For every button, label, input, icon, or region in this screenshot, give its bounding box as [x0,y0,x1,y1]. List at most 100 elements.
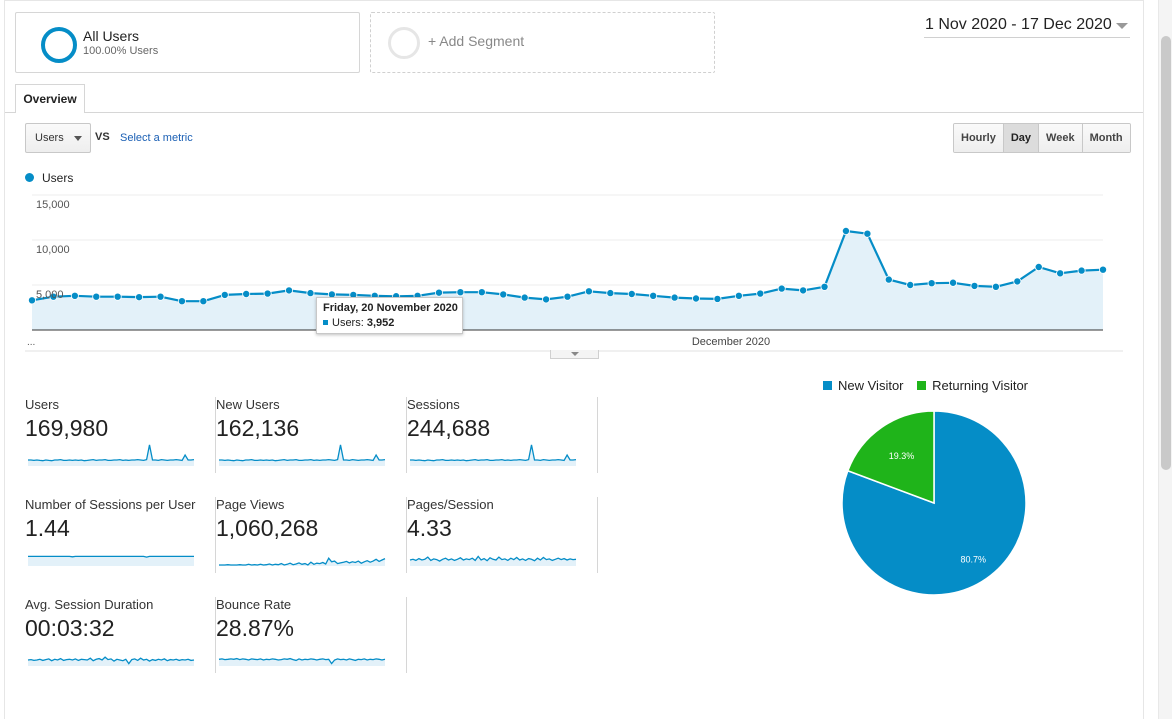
segment-all-users[interactable]: All Users 100.00% Users [15,12,360,73]
kpi-sparkline [219,444,386,466]
data-point [670,293,679,302]
kpi-sparkline [410,444,577,466]
sparkline-line [218,657,386,665]
kpi-value: 00:03:32 [25,615,115,641]
visitor-pie-chart[interactable]: 80.7% 19.3% [842,411,1028,597]
legend-label: Users [42,171,74,185]
legend-dot-icon [25,173,34,182]
data-point [177,297,186,306]
chart-collapse-toggle[interactable] [550,350,599,359]
add-segment-button[interactable]: + Add Segment [370,12,715,73]
scrollbar[interactable] [1158,0,1172,719]
data-point [734,291,743,300]
sparkline-area [219,658,385,666]
kpi-page-views[interactable]: Page Views 1,060,268 [216,497,407,573]
kpi-label: Number of Sessions per User [25,497,196,512]
sparkline-line [28,444,195,462]
sparkline-line [28,555,194,558]
kpi-pages-per-session[interactable]: Pages/Session 4.33 [407,497,598,573]
sparkline-area [219,444,385,466]
data-point [70,291,79,300]
data-point [927,279,936,288]
kpi-sparkline [219,557,386,566]
data-point [777,284,786,293]
data-point [1034,262,1043,271]
kpi-users[interactable]: Users 169,980 [25,397,216,473]
kpi-label: Users [25,397,59,412]
x-tick-label: December 2020 [692,336,770,348]
pie-legend: New Visitor Returning Visitor [823,378,1038,393]
kpi-sessions-per-user[interactable]: Number of Sessions per User 1.44 [25,497,216,573]
data-point [499,290,508,299]
series-area [32,231,1103,330]
pie-legend-item-returning[interactable]: Returning Visitor [917,378,1028,393]
data-point [1099,265,1108,274]
y-tick-label: 5,000 [36,289,64,301]
sparkline-line [27,656,195,665]
data-point [306,289,315,298]
kpi-label: New Users [216,397,280,412]
caret-down-icon [74,136,82,141]
granularity-week-button[interactable]: Week [1039,124,1083,152]
kpi-label: Avg. Session Duration [25,597,154,612]
pie-legend-item-new[interactable]: New Visitor [823,378,904,393]
date-range-picker[interactable]: 1 Nov 2020 - 17 Dec 2020 [924,14,1130,38]
users-line-chart[interactable]: 15,000 10,000 5,000... December 2020 [0,0,1130,360]
data-point [199,297,208,306]
data-point [970,281,979,290]
pie-slice-new-visitor [842,411,1027,596]
empty-segment-ring-icon [388,27,420,59]
kpi-new-users[interactable]: New Users 162,136 [216,397,407,473]
pie-slice-returning-visitor [846,411,935,505]
date-range-text: 1 Nov 2020 - 17 Dec 2020 [925,16,1112,33]
data-point [477,288,486,297]
granularity-month-button[interactable]: Month [1082,124,1130,152]
kpi-sparkline [218,657,386,666]
kpi-bounce-rate[interactable]: Bounce Rate 28.87% [216,597,407,673]
sparkline-area [28,556,194,566]
data-point [606,289,615,298]
kpi-value: 1,060,268 [216,515,319,541]
data-point [220,290,229,299]
kpi-label: Pages/Session [407,497,494,512]
metric-dropdown-label: Users [35,132,64,144]
pie-legend-label: New Visitor [838,378,904,393]
data-point [92,292,101,301]
vs-label: VS [95,131,110,143]
select-metric-link[interactable]: Select a metric [120,132,193,144]
legend-square-icon [917,381,927,390]
metric-dropdown[interactable]: Users [25,123,91,153]
scroll-thumb[interactable] [1161,36,1171,470]
tooltip-row: Users: 3,952 [323,317,394,329]
kpi-label: Page Views [216,497,285,512]
data-point [434,288,443,297]
kpi-value: 162,136 [216,415,300,441]
tab-overview[interactable]: Overview [15,84,85,113]
data-point [949,278,958,287]
kpi-avg-session-duration[interactable]: Avg. Session Duration 00:03:32 [25,597,216,673]
kpi-label: Bounce Rate [216,597,292,612]
kpi-value: 28.87% [216,615,295,641]
granularity-hourly-button[interactable]: Hourly [954,124,1004,152]
data-point [1077,266,1086,275]
granularity-day-button[interactable]: Day [1003,124,1040,152]
sparkline-line [219,444,386,462]
data-point [520,293,529,302]
data-point [285,286,294,295]
data-point [113,292,122,301]
data-point [884,275,893,284]
data-point [49,292,58,301]
kpi-sessions[interactable]: Sessions 244,688 [407,397,598,473]
kpi-sparkline [27,656,195,666]
data-point [799,286,808,295]
segment-ring-icon [41,27,77,63]
data-point [1013,277,1022,286]
data-point [692,294,701,303]
data-point [756,289,765,298]
data-point [820,282,829,291]
segment-title: All Users [83,28,140,44]
data-point [456,288,465,297]
sparkline-area [219,558,385,566]
y-tick-label: 10,000 [36,244,70,256]
sparkline-line [219,557,386,566]
